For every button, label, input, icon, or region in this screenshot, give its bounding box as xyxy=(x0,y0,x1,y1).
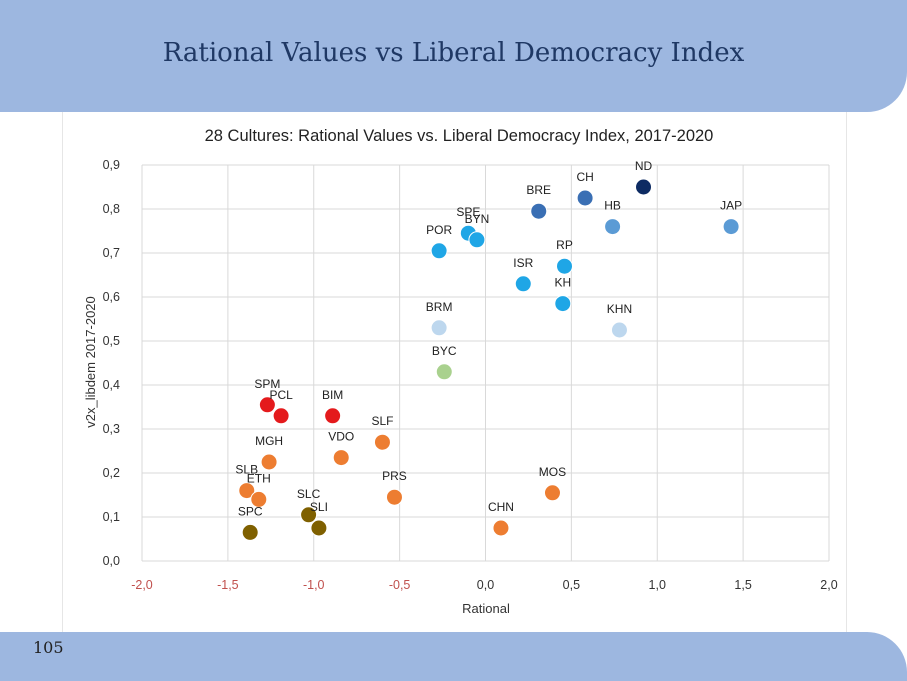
x-tick-label: -0,5 xyxy=(389,578,411,592)
point-eth xyxy=(250,490,268,508)
point-label-ch: CH xyxy=(576,170,593,184)
point-slf xyxy=(373,433,391,451)
chart-frame xyxy=(62,112,847,632)
point-label-byc: BYC xyxy=(432,344,457,358)
point-label-chn: CHN xyxy=(488,500,514,514)
point-prs xyxy=(385,488,403,506)
y-tick-label: 0,0 xyxy=(103,554,120,568)
y-tick-label: 0,9 xyxy=(103,158,120,172)
point-brm xyxy=(430,319,448,337)
point-pcl xyxy=(272,407,290,425)
point-label-bre: BRE xyxy=(526,183,551,197)
x-tick-label: 2,0 xyxy=(820,578,837,592)
point-label-prs: PRS xyxy=(382,469,407,483)
point-label-sli: SLI xyxy=(310,500,328,514)
chart-points xyxy=(238,178,740,541)
point-bre xyxy=(530,202,548,220)
y-tick-label: 0,4 xyxy=(103,378,120,392)
point-label-slb: SLB xyxy=(235,463,258,477)
y-tick-label: 0,1 xyxy=(103,510,120,524)
point-isr xyxy=(514,275,532,293)
point-label-slc: SLC xyxy=(297,487,321,501)
point-label-slf: SLF xyxy=(371,414,393,428)
point-mos xyxy=(543,484,561,502)
point-chn xyxy=(492,519,510,537)
point-label-byn: BYN xyxy=(465,212,490,226)
point-slc xyxy=(300,506,318,524)
point-mgh xyxy=(260,453,278,471)
point-label-mgh: MGH xyxy=(255,434,283,448)
point-kh xyxy=(554,295,572,313)
point-jap xyxy=(722,218,740,236)
x-tick-label: -2,0 xyxy=(131,578,153,592)
point-sli xyxy=(310,519,328,537)
point-label-jap: JAP xyxy=(720,199,742,213)
point-nd xyxy=(635,178,653,196)
point-label-bim: BIM xyxy=(322,388,343,402)
y-tick-label: 0,8 xyxy=(103,202,120,216)
page-number: 105 xyxy=(33,638,64,657)
y-tick-label: 0,7 xyxy=(103,246,120,260)
point-slb xyxy=(238,482,256,500)
point-khn xyxy=(610,321,628,339)
point-label-khn: KHN xyxy=(607,302,632,316)
point-bim xyxy=(324,407,342,425)
x-axis-label: Rational xyxy=(462,601,510,616)
x-tick-label: 0,0 xyxy=(477,578,494,592)
point-label-kh: KH xyxy=(554,276,571,290)
chart-grid xyxy=(141,164,830,562)
x-tick-label: 1,0 xyxy=(649,578,666,592)
point-label-mos: MOS xyxy=(539,465,566,479)
point-ch xyxy=(576,189,594,207)
point-spc xyxy=(241,523,259,541)
y-tick-label: 0,5 xyxy=(103,334,120,348)
slide-header xyxy=(0,0,907,112)
chart-ticks: 0,0 0,1 0,2 0,3 0,4 0,5 0,6 0,7 0,8 0,9 -2,0 -1,5 -1… xyxy=(103,158,838,592)
point-label-spe: SPE xyxy=(456,205,480,219)
point-label-pcl: PCL xyxy=(269,388,293,402)
point-byc xyxy=(435,363,453,381)
point-label-isr: ISR xyxy=(513,256,533,270)
y-axis-label: v2x_libdem 2017-2020 xyxy=(83,296,98,428)
point-hb xyxy=(604,218,622,236)
y-tick-label: 0,6 xyxy=(103,290,120,304)
y-tick-label: 0,2 xyxy=(103,466,120,480)
point-label-eth: ETH xyxy=(247,471,271,485)
point-label-por: POR xyxy=(426,223,452,237)
point-label-nd: ND xyxy=(635,159,653,173)
point-vdo xyxy=(332,449,350,467)
x-tick-label: 1,5 xyxy=(734,578,751,592)
point-label-rp: RP xyxy=(556,238,573,252)
point-rp xyxy=(556,257,574,275)
x-tick-label: 0,5 xyxy=(563,578,580,592)
point-label-vdo: VDO xyxy=(328,430,354,444)
y-tick-label: 0,3 xyxy=(103,422,120,436)
slide-footer xyxy=(0,632,907,681)
point-byn xyxy=(468,231,486,249)
point-spm xyxy=(258,396,276,414)
point-label-spm: SPM xyxy=(254,377,280,391)
point-label-spc: SPC xyxy=(238,504,263,518)
chart-title: 28 Cultures: Rational Values vs. Liberal… xyxy=(205,127,714,145)
point-label-brm: BRM xyxy=(426,300,453,314)
x-tick-label: -1,5 xyxy=(217,578,239,592)
point-label-hb: HB xyxy=(604,199,621,213)
x-tick-label: -1,0 xyxy=(303,578,325,592)
slide-title: Rational Values vs Liberal Democracy Ind… xyxy=(162,38,745,68)
point-por xyxy=(430,242,448,260)
